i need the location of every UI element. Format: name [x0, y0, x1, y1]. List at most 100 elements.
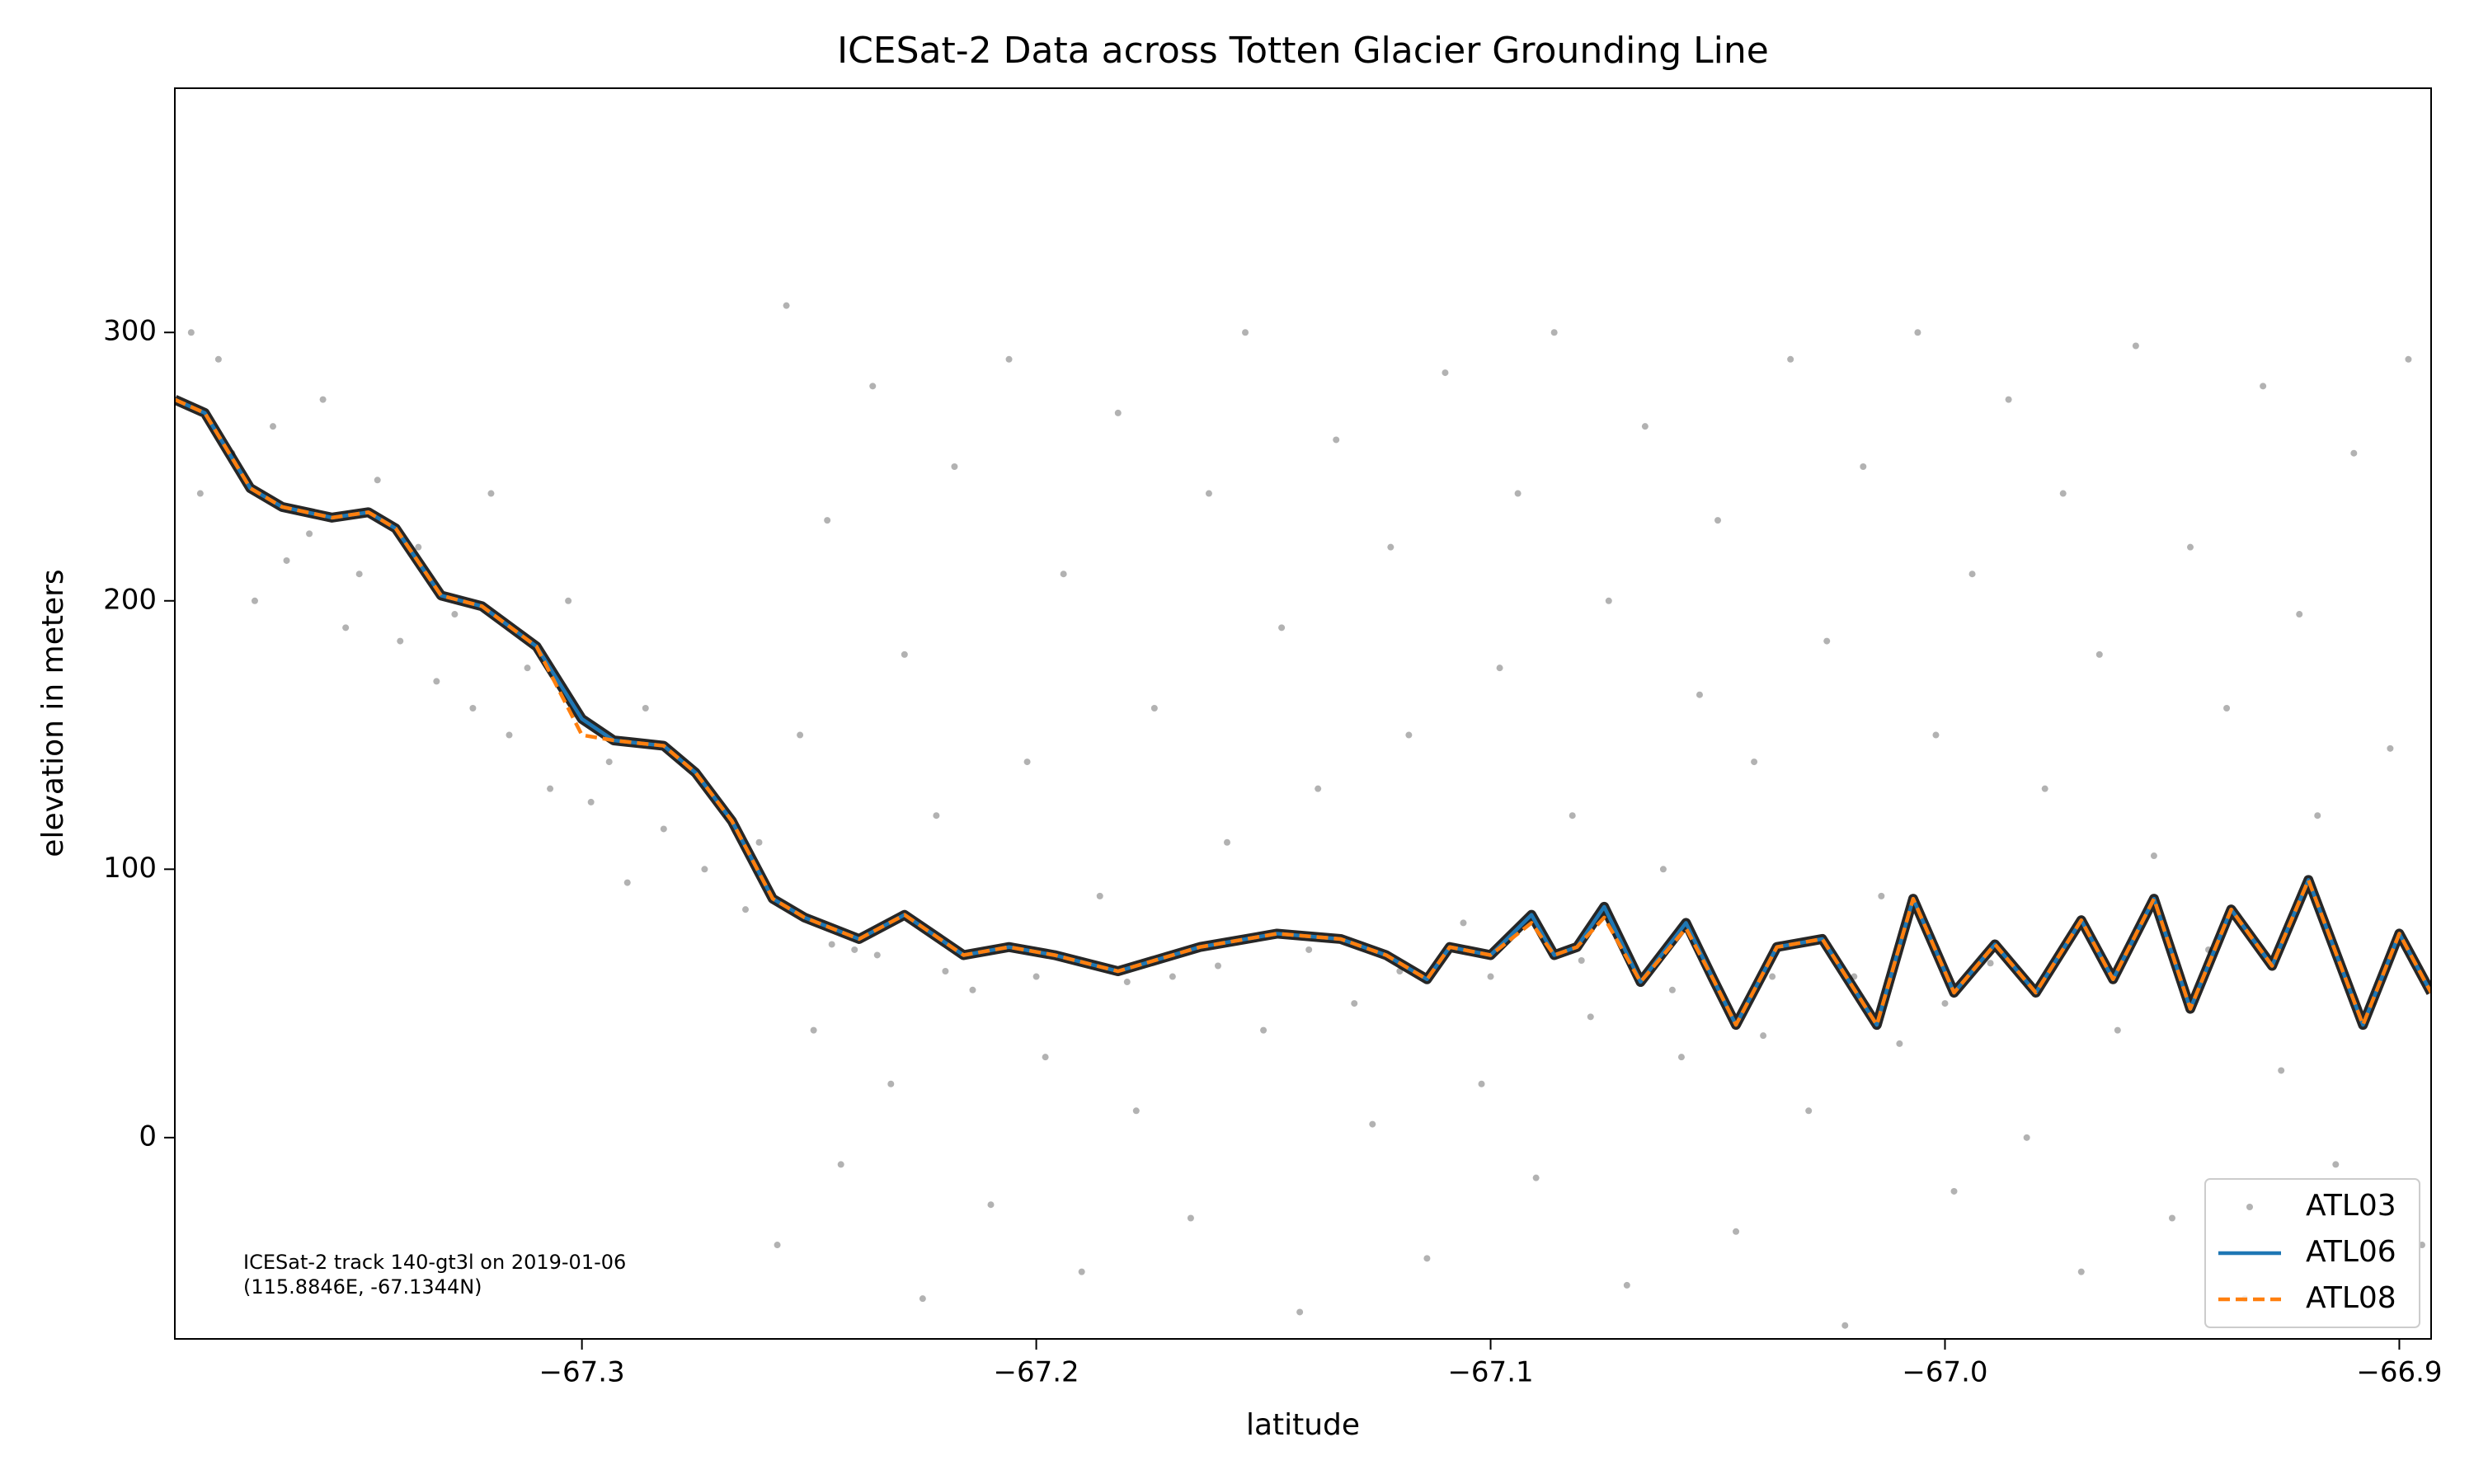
- scatter-point: [1442, 369, 1449, 377]
- scatter-point: [1914, 329, 1921, 336]
- scatter-point: [1968, 571, 1976, 578]
- scatter-point: [1733, 1228, 1740, 1235]
- scatter-point: [1860, 463, 1867, 471]
- scatter-point: [214, 355, 222, 363]
- scatter-point: [319, 396, 327, 403]
- scatter-point: [2005, 396, 2012, 403]
- scatter-point: [2186, 543, 2194, 551]
- scatter-point: [828, 941, 835, 948]
- legend-marker: [2246, 1204, 2253, 1210]
- scatter-point: [887, 1080, 895, 1087]
- scatter-point: [2095, 650, 2103, 658]
- scatter-point: [1114, 409, 1122, 416]
- scatter-point: [1696, 691, 1703, 698]
- scatter-point: [1205, 490, 1212, 497]
- scatter-point: [587, 798, 595, 805]
- scatter-point: [1242, 329, 1249, 336]
- scatter-point: [1005, 355, 1013, 363]
- scatter-point: [342, 624, 350, 632]
- scatter-point: [1823, 637, 1831, 645]
- scatter-point: [1569, 812, 1576, 819]
- scatter-point: [524, 665, 531, 672]
- scatter-point: [270, 423, 277, 430]
- scatter-point: [969, 986, 976, 993]
- scatter-point: [1132, 1107, 1140, 1115]
- scatter-point: [2278, 1067, 2285, 1074]
- x-tick-label: −66.9: [2356, 1356, 2442, 1389]
- scatter-point: [1878, 892, 1885, 899]
- scatter-point: [397, 637, 404, 645]
- scatter-point: [1587, 1013, 1594, 1021]
- scatter-point: [642, 704, 649, 711]
- scatter-point: [1605, 597, 1612, 604]
- scatter-point: [2168, 1214, 2175, 1222]
- scatter-point: [469, 704, 477, 711]
- scatter-point: [2405, 355, 2412, 363]
- x-tick-label: −67.0: [1902, 1356, 1987, 1389]
- scatter-point: [1460, 919, 1467, 927]
- scatter-point: [251, 597, 258, 604]
- scatter-point: [2387, 744, 2394, 752]
- x-axis-label: latitude: [1246, 1408, 1360, 1442]
- y-tick-label: 200: [103, 583, 157, 616]
- scatter-point: [2059, 490, 2067, 497]
- scatter-point: [1514, 490, 1522, 497]
- scatter-point: [1351, 1000, 1358, 1007]
- scatter-point: [1278, 624, 1286, 632]
- scatter-point: [306, 530, 313, 538]
- y-tick-label: 300: [103, 315, 157, 348]
- scatter-point: [1641, 423, 1649, 430]
- scatter-point: [1369, 1120, 1376, 1128]
- scatter-point: [1769, 973, 1776, 980]
- scatter-point: [433, 678, 440, 685]
- scatter-point: [810, 1026, 817, 1034]
- scatter-point: [837, 1161, 844, 1168]
- scatter-point: [1941, 1000, 1949, 1007]
- scatter-point: [1550, 329, 1558, 336]
- scatter-point: [851, 946, 858, 953]
- chart-title: ICESat-2 Data across Totten Glacier Grou…: [837, 30, 1769, 72]
- scatter-point: [623, 879, 631, 886]
- scatter-point: [1623, 1281, 1630, 1289]
- scatter-point: [1659, 866, 1667, 873]
- scatter-point: [951, 463, 958, 471]
- x-tick-label: −67.1: [1447, 1356, 1533, 1389]
- scatter-point: [1060, 571, 1067, 578]
- scatter-point: [873, 951, 881, 959]
- scatter-point: [374, 477, 381, 484]
- scatter-point: [2150, 852, 2157, 860]
- scatter-point: [1296, 1308, 1304, 1316]
- scatter-point: [1150, 704, 1158, 711]
- scatter-point: [1260, 1026, 1268, 1034]
- scatter-point: [797, 731, 804, 739]
- y-axis-label: elevation in meters: [36, 569, 70, 857]
- scatter-point: [1841, 1322, 1849, 1329]
- scatter-point: [1932, 731, 1940, 739]
- scatter-point: [1668, 986, 1676, 993]
- scatter-point: [660, 825, 667, 833]
- scatter-point: [565, 597, 572, 604]
- legend-label: ATL06: [2306, 1235, 2396, 1269]
- scatter-point: [2132, 342, 2139, 350]
- scatter-point: [1532, 1174, 1540, 1181]
- scatter-point: [1578, 956, 1585, 964]
- scatter-point: [1496, 665, 1503, 672]
- scatter-point: [2332, 1161, 2340, 1168]
- scatter-point: [933, 812, 940, 819]
- scatter-point: [1387, 543, 1395, 551]
- scatter-point: [1896, 1040, 1903, 1047]
- scatter-point: [1214, 962, 1221, 970]
- scatter-point: [901, 650, 908, 658]
- scatter-point: [1187, 1214, 1194, 1222]
- scatter-point: [987, 1201, 995, 1209]
- x-tick-label: −67.2: [993, 1356, 1079, 1389]
- scatter-point: [1078, 1268, 1085, 1275]
- scatter-point: [1123, 979, 1131, 986]
- scatter-point: [1487, 973, 1494, 980]
- scatter-point: [1714, 517, 1722, 524]
- scatter-point: [1950, 1187, 1958, 1195]
- plot-area: [175, 302, 2431, 1329]
- scatter-point: [451, 611, 459, 618]
